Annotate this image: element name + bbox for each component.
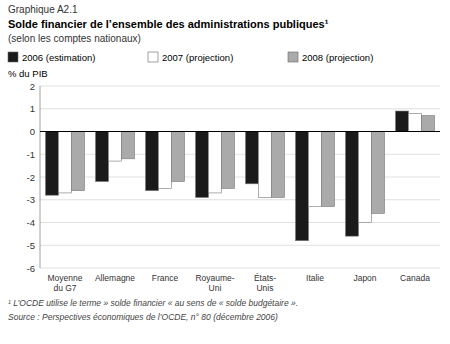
footnote: ¹ L’OCDE utilise le terme » solde financ…	[8, 298, 298, 308]
bar	[159, 132, 172, 189]
grid-line	[40, 245, 440, 246]
bar	[196, 132, 209, 198]
legend-swatch	[288, 52, 298, 62]
tick-label: États-Unis	[254, 273, 276, 293]
zero-line	[40, 131, 440, 132]
axis-label: % du PIB	[8, 68, 48, 79]
bar	[259, 132, 272, 198]
bar	[296, 132, 309, 241]
tick-label: 1	[30, 103, 35, 114]
tick-label: -3	[27, 194, 35, 205]
tick-label: France	[152, 273, 179, 283]
annotation: Graphique A2.1	[8, 4, 78, 15]
tick-label: Moyennedu G7	[48, 273, 83, 293]
bars	[46, 111, 435, 241]
tick-label: -2	[27, 172, 35, 183]
grid-line	[40, 222, 440, 223]
bar	[72, 132, 85, 191]
bar	[122, 132, 135, 159]
subtitle: (selon les comptes nationaux)	[8, 33, 141, 44]
bar	[146, 132, 159, 191]
legend: 2006 (estimation) 2007 (projection) 2008 (…	[8, 52, 373, 63]
tick-label: -6	[27, 263, 35, 274]
tick-label: 2	[30, 81, 35, 92]
legend-label: 2007 (projection)	[162, 52, 233, 63]
tick-label: Japon	[353, 273, 376, 283]
bar	[59, 132, 72, 193]
bar	[222, 132, 235, 189]
legend-label: 2006 (estimation)	[22, 52, 95, 63]
tick-label: Canada	[400, 273, 430, 283]
bar	[396, 111, 409, 131]
grid-line	[40, 86, 440, 87]
bar	[422, 116, 435, 132]
tick-label: -5	[27, 240, 35, 251]
bar	[246, 132, 259, 184]
tick-label: -1	[27, 149, 35, 160]
bar	[96, 132, 109, 182]
bar	[109, 132, 122, 162]
legend-swatch	[8, 52, 18, 62]
tick-label: Allemagne	[95, 273, 135, 283]
grid	[40, 86, 440, 268]
bar	[409, 113, 422, 131]
bar	[322, 132, 335, 207]
bar	[359, 132, 372, 223]
bar	[372, 132, 385, 214]
bar	[346, 132, 359, 237]
grid-line	[40, 268, 440, 269]
title: Solde financier de l’ensemble des admini…	[8, 18, 329, 30]
tick-label: Royaume-Uni	[195, 273, 234, 293]
y-axis	[40, 86, 41, 268]
grid-line	[40, 131, 440, 132]
legend-swatch	[148, 52, 158, 62]
bar	[309, 132, 322, 207]
legend-label: 2008 (projection)	[302, 52, 373, 63]
chart: Graphique A2.1 Solde financier de l’ensem…	[0, 0, 450, 344]
grid-line	[40, 108, 440, 109]
tick-label: Italie	[306, 273, 324, 283]
tick-label: -4	[27, 217, 35, 228]
tick-label: 0	[30, 126, 35, 137]
bar	[172, 132, 185, 182]
footnote: Source : Perspectives économiques de l’O…	[8, 312, 278, 322]
bar	[209, 132, 222, 193]
bar	[272, 132, 285, 198]
bar	[46, 132, 59, 196]
